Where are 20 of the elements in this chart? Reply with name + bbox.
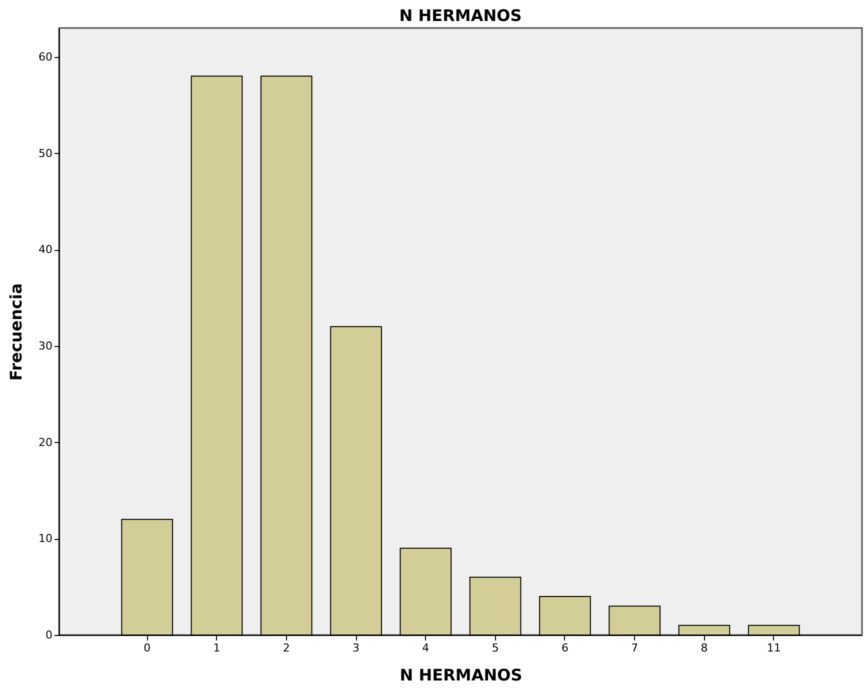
y-tick-label: 60: [38, 50, 52, 64]
x-tick-label: 8: [700, 642, 708, 654]
x-tick-label: 1: [213, 642, 220, 654]
y-tick-label: 50: [38, 146, 52, 160]
x-tick-label: 5: [492, 642, 499, 654]
y-tick-label: 40: [38, 243, 52, 256]
x-tick-label: 4: [422, 642, 430, 654]
y-tick-label: 0: [46, 628, 52, 642]
y-tick-label: 10: [38, 532, 52, 546]
x-tick-label: 3: [352, 642, 360, 654]
x-tick-label: 7: [631, 642, 638, 654]
x-tick-label: 11: [766, 642, 781, 654]
x-tick-label: 0: [144, 642, 151, 654]
y-axis-title: Frecuencia: [6, 283, 26, 381]
x-axis-title: N HERMANOS: [400, 666, 522, 684]
x-tick-label: 2: [282, 642, 290, 654]
y-tick-label: 30: [38, 339, 52, 352]
x-tick-label: 6: [561, 642, 568, 654]
y-tick-label: 20: [38, 436, 52, 449]
chart-title: N HERMANOS: [399, 6, 522, 25]
